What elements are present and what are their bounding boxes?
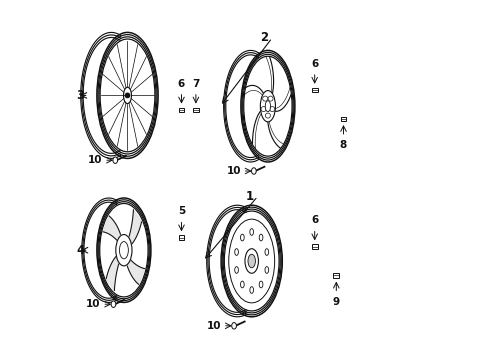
Text: 6: 6 [310,59,318,69]
Bar [311,88,317,92]
Text: 2: 2 [260,31,268,44]
Circle shape [265,113,270,118]
Bar [178,235,184,240]
Circle shape [267,96,272,101]
Text: 10: 10 [206,321,221,331]
Polygon shape [106,257,119,291]
Ellipse shape [123,87,131,104]
Text: 8: 8 [339,140,346,150]
Polygon shape [103,216,120,240]
Circle shape [125,93,129,98]
Ellipse shape [244,249,258,273]
Bar [193,108,199,112]
Ellipse shape [264,267,268,273]
Text: 3: 3 [77,89,84,102]
Text: 6: 6 [178,78,185,89]
Ellipse shape [249,229,253,235]
Text: 10: 10 [226,166,241,176]
Ellipse shape [259,281,263,288]
Ellipse shape [113,157,117,163]
Text: 6: 6 [310,215,318,225]
Text: 9: 9 [332,297,339,307]
Text: 5: 5 [178,206,185,216]
Ellipse shape [259,234,263,241]
Bar [178,108,184,112]
Ellipse shape [264,101,270,112]
Ellipse shape [249,287,253,293]
Circle shape [262,96,267,101]
Ellipse shape [111,301,116,307]
Circle shape [269,107,274,112]
Ellipse shape [247,254,255,268]
Bar [333,273,339,278]
Text: 4: 4 [77,244,84,257]
Ellipse shape [240,234,244,241]
Text: 10: 10 [86,299,101,309]
Ellipse shape [116,235,132,266]
Polygon shape [129,210,141,244]
Ellipse shape [119,242,128,259]
Bar [311,244,317,249]
Bar [340,117,346,121]
Ellipse shape [234,249,238,255]
Ellipse shape [234,267,238,273]
Ellipse shape [231,323,236,329]
Text: 10: 10 [88,155,102,165]
Ellipse shape [260,91,275,122]
Polygon shape [127,260,144,284]
Ellipse shape [240,281,244,288]
Ellipse shape [264,249,268,255]
Text: 1: 1 [245,190,253,203]
Circle shape [261,107,265,112]
Ellipse shape [251,168,256,174]
Text: 7: 7 [192,78,199,89]
